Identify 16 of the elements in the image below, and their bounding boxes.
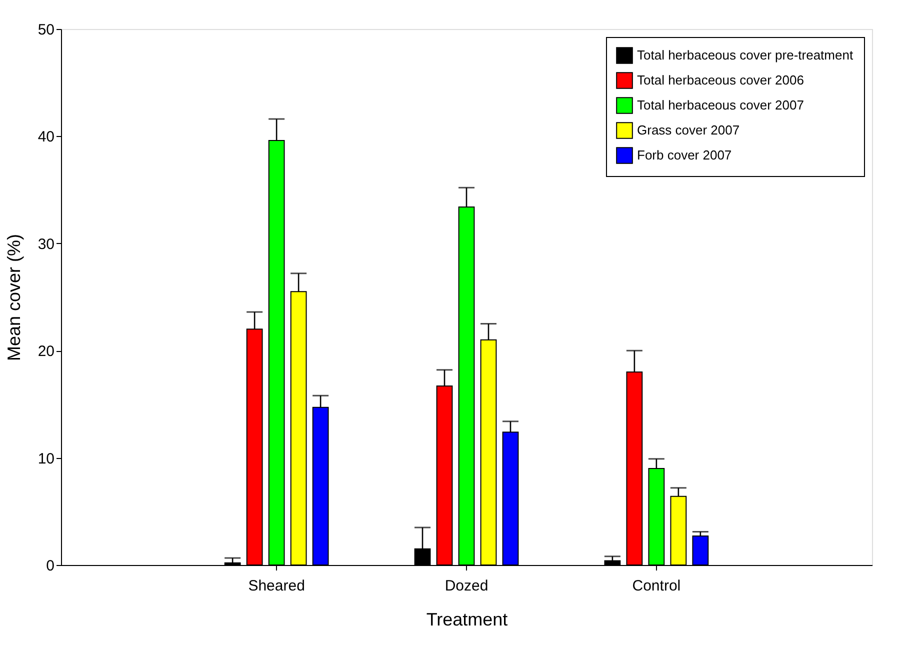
legend-label: Grass cover 2007	[637, 122, 740, 138]
y-tick-label: 50	[38, 22, 54, 38]
y-tick-label: 30	[38, 236, 54, 253]
legend-label: Total herbaceous cover 2006	[637, 72, 804, 88]
legend-label: Total herbaceous cover 2007	[637, 98, 804, 112]
y-tick-label: 40	[38, 128, 54, 146]
y-tick-label: 20	[38, 343, 54, 360]
y-tick-label: 10	[38, 450, 54, 468]
y-tick-label: 0	[46, 558, 54, 574]
x-tick-label: Control	[632, 578, 681, 594]
x-tick-label: Sheared	[248, 578, 305, 594]
y-axis-title: Mean cover (%)	[4, 234, 24, 362]
legend-label: Total herbaceous cover pre-treatment	[637, 48, 854, 62]
legend-label: Forb cover 2007	[637, 148, 732, 162]
x-tick-label: Dozed	[444, 578, 488, 594]
x-axis-title: Treatment	[426, 610, 508, 630]
